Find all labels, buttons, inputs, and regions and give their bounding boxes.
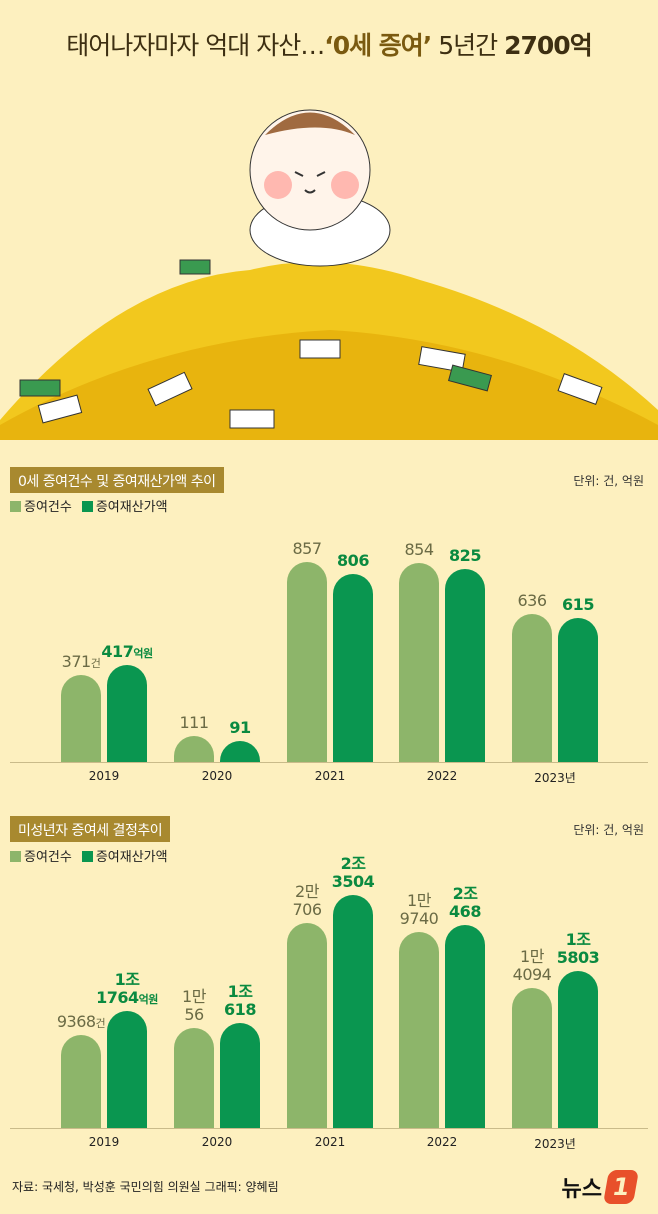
bar-amount-2019 [107,1011,147,1128]
chart1-baseline [10,762,648,763]
label-amount-2020: 1조 618 [224,981,256,1019]
bar-amount-2020 [220,1022,260,1128]
x-tick-label: 2022 [426,1135,458,1149]
bar-amount-2021 [333,895,373,1128]
bar-count-2020 [174,1028,214,1128]
label-amount-2020: 91 [229,717,251,737]
label-amount-2021: 2조 3504 [331,854,375,891]
chart2-legend: 증여건수 증여재산가액 [10,846,168,865]
chart2-unit: 단위: 건, 억원 [573,823,644,837]
x-tick-label: 2020 [201,1135,233,1149]
bar-amount-2023년 [558,618,598,762]
label-count-2019: 371건 [61,652,101,672]
x-tick-label: 2023년 [534,1137,576,1151]
bar-count-2019 [61,675,101,762]
label-amount-2022: 2조 468 [449,884,481,922]
legend-count: 증여건수 [10,496,72,515]
bar-amount-2022 [445,569,485,762]
x-tick-label: 2023년 [534,771,576,785]
baby-on-money-pile-illustration [0,109,658,440]
chart2-baseline [10,1128,648,1129]
legend-amount: 증여재산가액 [81,496,168,515]
bar-count-2019 [61,1035,101,1128]
bar-count-2020 [174,736,214,762]
page-title: 태어나자마자 억대 자산…‘0세 증여’ 5년간 2700억 [66,31,592,60]
source-footer: 자료: 국세청, 박성훈 국민의힘 의원실 그래픽: 양혜림 [12,1180,279,1194]
x-tick-label: 2021 [314,769,346,783]
label-count-2021: 857 [292,539,322,558]
x-tick-label: 2019 [88,769,120,783]
news1-logo: 뉴스 1 [562,1170,639,1204]
x-tick-label: 2022 [426,769,458,783]
label-count-2022: 1만 9740 [399,891,439,929]
chart1-unit: 단위: 건, 억원 [573,474,644,488]
bar-count-2022 [399,932,439,1128]
label-amount-2022: 825 [449,546,481,566]
bar-amount-2020 [220,740,260,762]
bar-count-2022 [399,562,439,762]
label-amount-2021: 806 [337,550,369,570]
label-count-2022: 854 [404,539,434,559]
bar-count-2021 [287,562,327,762]
label-count-2019: 9368건 [56,1012,106,1032]
x-tick-label: 2019 [88,1135,120,1149]
x-tick-label: 2020 [201,769,233,783]
label-count-2021: 2만 706 [292,881,322,919]
label-count-2023년: 636 [517,590,547,610]
label-count-2023년: 1만 4094 [512,947,552,985]
chart1-header: 0세 증여건수 및 증여재산가액 추이 [10,467,224,493]
label-amount-2019: 417억원 [101,641,153,661]
x-tick-label: 2021 [314,1135,346,1149]
bar-amount-2023년 [558,971,598,1128]
label-amount-2019: 1조 1764억원 [96,970,158,1008]
bar-amount-2019 [107,664,147,762]
bar-count-2023년 [512,988,552,1128]
label-amount-2023년: 615 [562,595,594,615]
chart2-header: 미성년자 증여세 결정추이 [10,816,171,842]
bar-count-2023년 [512,613,552,762]
label-count-2020: 111 [179,713,209,733]
legend-count: 증여건수 [10,846,72,865]
label-amount-2023년: 1조 5803 [556,930,600,968]
chart1-legend: 증여건수 증여재산가액 [10,496,168,515]
bar-amount-2021 [333,573,373,762]
bar-count-2021 [287,922,327,1128]
bar-amount-2022 [445,925,485,1128]
legend-amount: 증여재산가액 [81,846,168,865]
label-count-2020: 1만 56 [182,987,206,1025]
